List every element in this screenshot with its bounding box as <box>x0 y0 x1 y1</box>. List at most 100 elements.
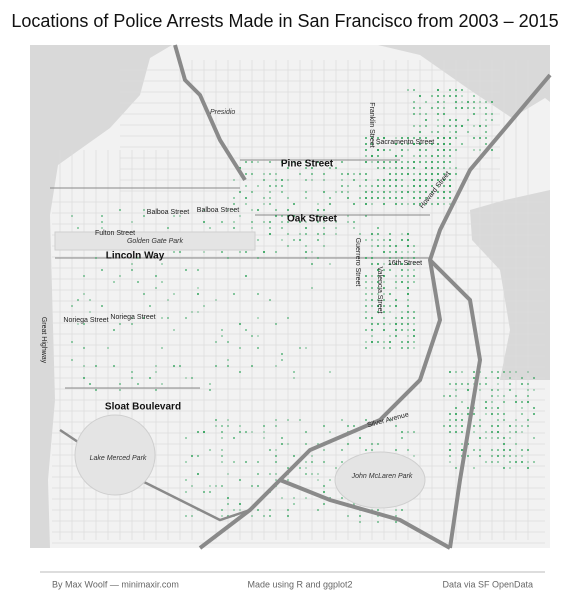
map-label: Fulton Street <box>95 230 135 237</box>
arrest-point <box>401 311 403 313</box>
arrest-point <box>413 191 415 193</box>
arrest-point <box>419 149 421 151</box>
arrest-point <box>383 179 385 181</box>
arrest-point <box>443 155 445 157</box>
arrest-point <box>479 419 481 421</box>
arrest-point <box>287 419 289 421</box>
arrest-point <box>509 425 511 427</box>
arrest-point <box>419 143 421 145</box>
arrest-point <box>359 521 361 523</box>
arrest-point <box>191 515 193 517</box>
arrest-point <box>203 251 205 253</box>
arrest-point <box>449 395 451 397</box>
arrest-point <box>407 347 409 349</box>
arrest-point <box>197 311 199 313</box>
arrest-point <box>275 251 277 253</box>
arrest-point <box>443 107 445 109</box>
arrest-point <box>425 155 427 157</box>
arrest-point <box>311 455 313 457</box>
arrest-point <box>215 485 217 487</box>
arrest-point <box>305 497 307 499</box>
arrest-point <box>389 239 391 241</box>
arrest-point <box>449 455 451 457</box>
arrest-point <box>371 449 373 451</box>
arrest-point <box>83 365 85 367</box>
arrest-point <box>413 257 415 259</box>
arrest-point <box>269 203 271 205</box>
arrest-point <box>281 437 283 439</box>
arrest-point <box>359 437 361 439</box>
arrest-point <box>251 161 253 163</box>
arrest-point <box>281 443 283 445</box>
arrest-point <box>527 425 529 427</box>
arrest-point <box>425 113 427 115</box>
arrest-point <box>395 287 397 289</box>
arrest-point <box>437 125 439 127</box>
parks <box>54 231 426 509</box>
arrest-point <box>269 197 271 199</box>
arrest-point <box>383 239 385 241</box>
arrest-point <box>419 95 421 97</box>
arrest-point <box>491 113 493 115</box>
arrest-point <box>395 317 397 319</box>
arrest-point <box>293 161 295 163</box>
arrest-point <box>203 491 205 493</box>
arrest-point <box>437 131 439 133</box>
arrest-point <box>353 227 355 229</box>
arrest-point <box>323 173 325 175</box>
arrest-point <box>383 347 385 349</box>
arrest-point <box>479 437 481 439</box>
arrest-point <box>407 281 409 283</box>
arrest-point <box>239 323 241 325</box>
arrest-point <box>365 179 367 181</box>
arrest-point <box>335 227 337 229</box>
arrest-point <box>371 263 373 265</box>
arrest-point <box>257 509 259 511</box>
arrest-point <box>143 317 145 319</box>
arrest-point <box>215 365 217 367</box>
arrest-point <box>479 149 481 151</box>
arrest-point <box>371 335 373 337</box>
arrest-point <box>371 263 373 265</box>
arrest-point <box>521 377 523 379</box>
arrest-point <box>401 155 403 157</box>
arrest-point <box>419 197 421 199</box>
arrest-point <box>215 299 217 301</box>
arrest-point <box>341 179 343 181</box>
arrest-point <box>281 227 283 229</box>
arrest-point <box>233 293 235 295</box>
arrest-point <box>215 419 217 421</box>
arrest-point <box>365 155 367 157</box>
arrest-point <box>305 161 307 163</box>
arrest-point <box>311 263 313 265</box>
arrest-point <box>503 467 505 469</box>
arrest-point <box>497 395 499 397</box>
arrest-point <box>497 389 499 391</box>
arrest-point <box>425 173 427 175</box>
arrest-point <box>365 341 367 343</box>
arrest-point <box>467 101 469 103</box>
arrest-point <box>131 377 133 379</box>
arrest-point <box>455 395 457 397</box>
map-label: Sloat Boulevard <box>105 402 181 413</box>
arrest-point <box>443 137 445 139</box>
arrest-point <box>107 347 109 349</box>
arrest-point <box>389 149 391 151</box>
arrest-point <box>365 299 367 301</box>
arrest-point <box>365 329 367 331</box>
arrest-point <box>395 137 397 139</box>
arrest-point <box>197 455 199 457</box>
arrest-point <box>191 311 193 313</box>
arrest-point <box>425 101 427 103</box>
arrest-point <box>245 197 247 199</box>
arrest-point <box>401 317 403 319</box>
arrest-point <box>461 443 463 445</box>
arrest-point <box>377 227 379 229</box>
arrest-point <box>395 425 397 427</box>
arrest-point <box>227 425 229 427</box>
arrest-point <box>287 443 289 445</box>
arrest-point <box>239 431 241 433</box>
arrest-point <box>329 197 331 199</box>
arrest-point <box>491 149 493 151</box>
arrest-point <box>461 143 463 145</box>
